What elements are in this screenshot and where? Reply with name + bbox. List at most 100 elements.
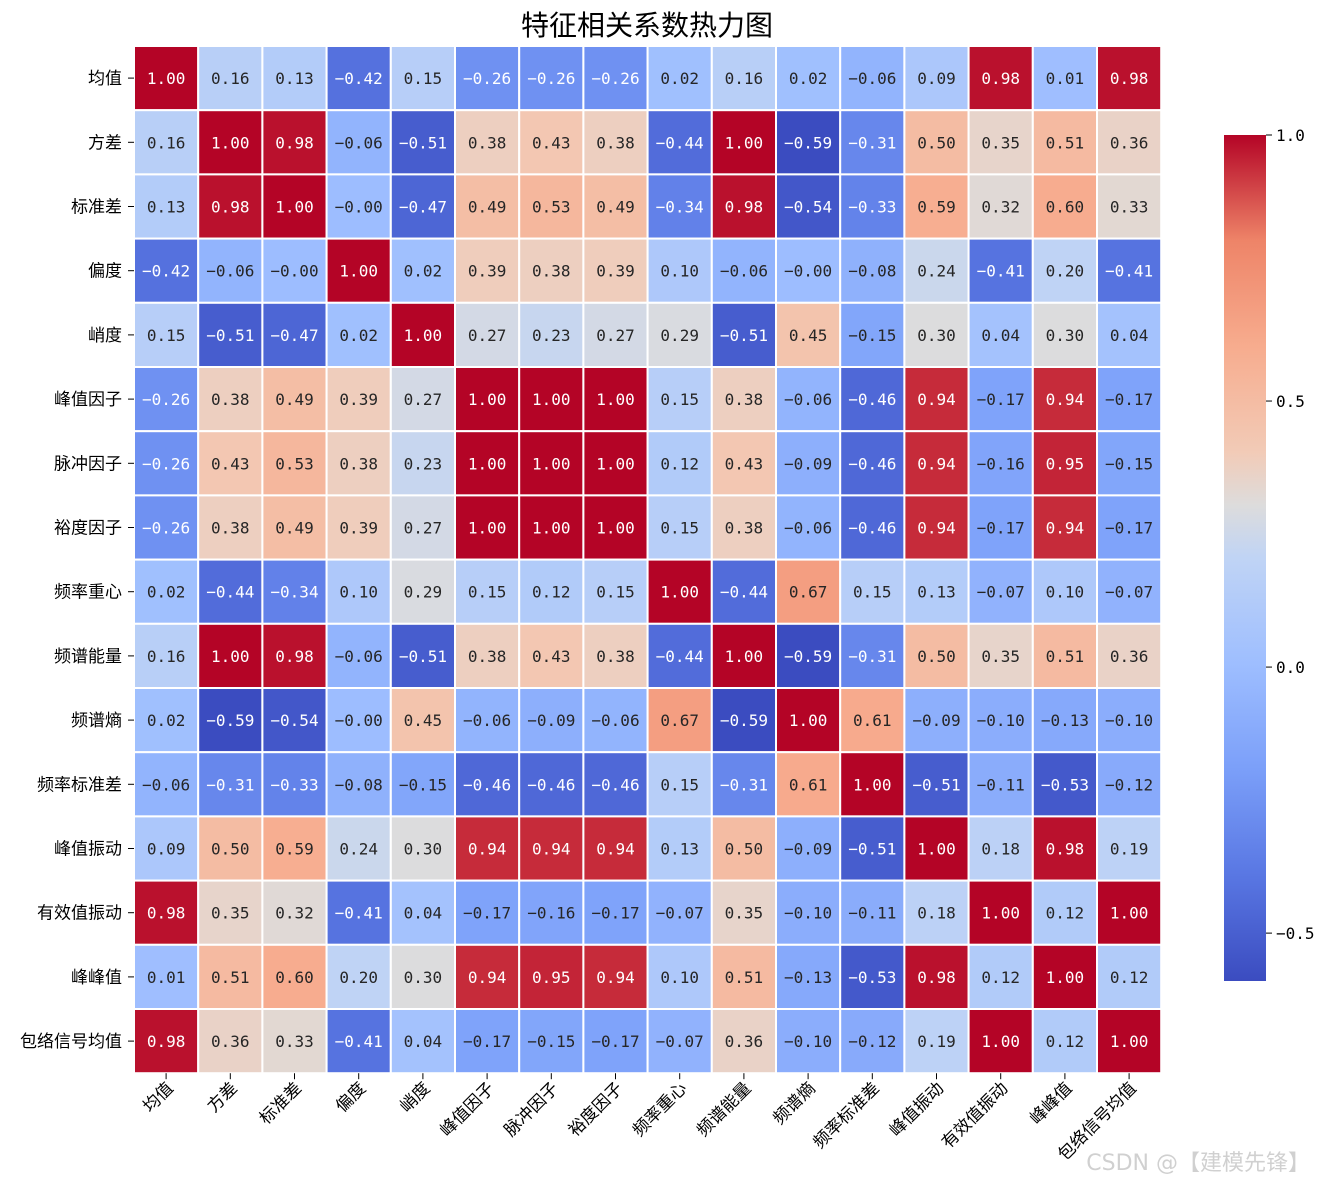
y-tick-label: 偏度 — [88, 262, 122, 282]
cell-value-label: 0.19 — [1110, 840, 1149, 859]
heatmap-cell — [775, 494, 842, 561]
heatmap-cell — [1096, 1008, 1163, 1075]
heatmap-cell — [1031, 173, 1099, 240]
cell-value-label: 0.43 — [532, 133, 571, 152]
heatmap-cell — [133, 622, 200, 689]
cell-value-label: 1.00 — [725, 647, 764, 666]
heatmap-cell — [197, 301, 264, 368]
heatmap-cell — [518, 109, 585, 176]
cell-value-label: −0.07 — [1105, 583, 1153, 602]
cell-value-label: 0.51 — [1046, 133, 1085, 152]
cell-value-label: 0.15 — [660, 519, 699, 538]
watermark: CSDN @【建模先锋】 — [1086, 1151, 1310, 1176]
cell-value-label: 0.60 — [1046, 198, 1085, 217]
heatmap-cell — [582, 687, 649, 754]
cell-value-label: 1.00 — [596, 519, 635, 538]
cell-value-label: 0.30 — [404, 968, 443, 987]
cell-value-label: −0.33 — [848, 198, 896, 217]
cell-value-label: 1.00 — [1110, 904, 1149, 923]
heatmap-cell — [1096, 622, 1163, 689]
cell-value-label: 0.35 — [211, 904, 250, 923]
cell-value-label: 0.39 — [596, 262, 635, 281]
cell-value-label: 0.15 — [853, 583, 892, 602]
heatmap-cell — [454, 109, 521, 176]
x-tick-label: 峭度 — [396, 1079, 434, 1117]
heatmap-cell — [903, 943, 970, 1010]
cell-value-label: −0.07 — [656, 1032, 704, 1051]
heatmap-cell — [133, 943, 200, 1010]
heatmap-cell — [1096, 237, 1163, 304]
x-tick-label: 裕度因子 — [565, 1079, 627, 1141]
cell-value-label: −0.00 — [270, 262, 318, 281]
cell-value-label: 1.00 — [596, 390, 635, 409]
heatmap-cell — [389, 109, 456, 176]
cell-value-label: 0.94 — [532, 840, 571, 859]
heatmap-cell — [197, 687, 264, 754]
colorbar-tick-label: 0.0 — [1276, 658, 1305, 677]
cell-value-label: 0.98 — [1046, 840, 1085, 859]
heatmap-cell — [197, 237, 264, 304]
heatmap-cell — [133, 687, 200, 754]
cell-value-label: 0.49 — [275, 519, 314, 538]
cell-value-label: −0.53 — [848, 968, 896, 987]
cell-value-label: 0.15 — [468, 583, 507, 602]
cell-value-label: 0.15 — [660, 775, 699, 794]
heatmap-cell — [133, 558, 200, 625]
heatmap-cell — [454, 879, 521, 946]
cell-value-label: −0.54 — [784, 198, 832, 217]
cell-value-label: 0.98 — [981, 69, 1020, 88]
cell-value-label: 0.94 — [917, 519, 956, 538]
x-tick-label: 均值 — [139, 1079, 177, 1117]
cell-value-label: −0.00 — [335, 198, 383, 217]
cell-value-label: 0.98 — [147, 904, 186, 923]
heatmap-cell — [582, 237, 649, 304]
cell-value-label: −0.51 — [399, 647, 447, 666]
cell-value-label: 1.00 — [917, 840, 956, 859]
heatmap-cell — [903, 687, 970, 754]
cell-value-label: 1.00 — [1110, 1032, 1149, 1051]
heatmap-cell — [710, 1008, 777, 1075]
cell-value-label: −0.59 — [784, 647, 832, 666]
heatmap-cell — [1031, 494, 1099, 561]
y-tick-label: 标准差 — [71, 198, 122, 218]
heatmap-cell — [775, 558, 842, 625]
cell-value-label: 1.00 — [532, 454, 571, 473]
cell-value-label: −0.11 — [848, 904, 896, 923]
cell-value-label: 0.60 — [275, 968, 314, 987]
heatmap-cell — [710, 943, 777, 1010]
cell-value-label: 0.29 — [660, 326, 699, 345]
cell-value-label: 0.27 — [468, 326, 507, 345]
heatmap-cell — [582, 494, 649, 561]
cell-value-label: −0.06 — [848, 69, 896, 88]
cell-value-label: 1.00 — [725, 133, 764, 152]
heatmap-cell — [646, 1008, 713, 1075]
cell-value-label: 0.02 — [147, 583, 186, 602]
heatmap-cell — [582, 430, 649, 497]
heatmap-cell — [454, 430, 521, 497]
cell-value-label: −0.11 — [977, 775, 1025, 794]
heatmap-cell — [197, 366, 264, 433]
cell-value-label: 0.49 — [468, 198, 507, 217]
heatmap-cell — [710, 879, 777, 946]
cell-value-label: 0.13 — [275, 69, 314, 88]
heatmap-cell — [325, 815, 392, 882]
cell-value-label: 0.16 — [147, 133, 186, 152]
cell-value-label: −0.15 — [399, 775, 447, 794]
heatmap-cell — [967, 430, 1034, 497]
heatmap-cell — [1096, 494, 1163, 561]
heatmap-cell — [775, 1008, 842, 1075]
cell-value-label: 0.49 — [596, 198, 635, 217]
heatmap-cell — [1031, 815, 1099, 882]
cell-value-label: −0.07 — [977, 583, 1025, 602]
heatmap-cell — [518, 1008, 585, 1075]
cell-value-label: −0.31 — [848, 133, 896, 152]
cell-value-label: 0.94 — [468, 840, 507, 859]
cell-value-label: 1.00 — [789, 711, 828, 730]
cell-value-label: 0.61 — [853, 711, 892, 730]
y-tick-label: 裕度因子 — [54, 519, 122, 539]
heatmap-cell — [1031, 751, 1099, 818]
y-tick-label: 频谱能量 — [54, 647, 122, 667]
cell-value-label: −0.41 — [977, 262, 1025, 281]
cell-value-label: 0.18 — [917, 904, 956, 923]
